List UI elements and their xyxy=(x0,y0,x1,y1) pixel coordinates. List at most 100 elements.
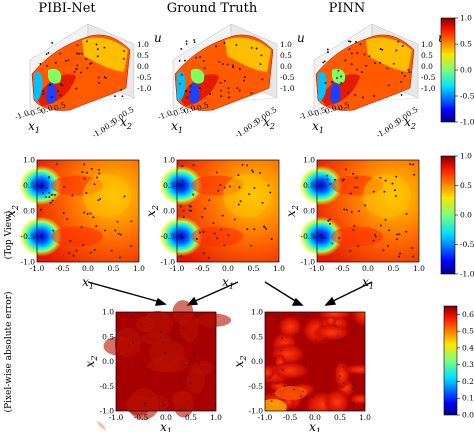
collocation-point xyxy=(97,199,100,202)
collocation-point xyxy=(97,169,100,171)
collocation-point xyxy=(301,322,304,325)
collocation-point xyxy=(180,205,182,208)
collocation-point xyxy=(295,333,297,336)
surface-green xyxy=(191,68,205,84)
y-tick-label: 1.0 xyxy=(23,156,35,165)
collocation-point xyxy=(220,89,222,92)
error-blob xyxy=(270,361,311,380)
collocation-point xyxy=(51,199,54,202)
collocation-point xyxy=(400,80,403,83)
collocation-point xyxy=(343,208,346,211)
cb3-tick-label: 0.2 xyxy=(462,377,474,386)
collocation-point xyxy=(178,59,181,62)
collocation-point xyxy=(291,383,293,386)
collocation-point xyxy=(69,239,72,242)
collocation-point xyxy=(81,171,84,174)
collocation-point xyxy=(235,44,238,46)
collocation-point xyxy=(209,93,211,95)
collocation-point xyxy=(282,369,284,372)
collocation-point xyxy=(336,335,339,337)
collocation-point xyxy=(193,39,196,41)
collocation-point xyxy=(337,378,340,381)
cb1-tick-label: 0.0 xyxy=(460,66,472,75)
collocation-point xyxy=(274,357,276,360)
collocation-point xyxy=(199,231,201,234)
collocation-point xyxy=(55,163,58,166)
collocation-point xyxy=(188,209,191,212)
z-tick-label: -0.5 xyxy=(280,73,295,82)
surface-panel-1: 1.00.50.0-0.5-1.0u-1.0-0.50.00.5-1.0-0.5… xyxy=(157,23,305,140)
surface-cold-dip xyxy=(330,82,341,104)
collocation-point xyxy=(384,219,387,221)
collocation-point xyxy=(119,233,122,236)
x1-axis-label: x1 xyxy=(82,275,94,291)
z-tick-label: 0.5 xyxy=(137,51,149,60)
collocation-point xyxy=(362,96,364,99)
collocation-point xyxy=(119,256,122,259)
collocation-point xyxy=(278,321,280,323)
collocation-point xyxy=(71,194,74,197)
yellow-region xyxy=(223,173,271,218)
collocation-point xyxy=(388,84,390,87)
collocation-point xyxy=(47,176,50,179)
collocation-point xyxy=(202,59,205,62)
collocation-point xyxy=(315,339,317,341)
collocation-point xyxy=(352,172,354,175)
z-tick-label: 0.0 xyxy=(137,62,149,71)
z-tick-label: -0.5 xyxy=(421,73,436,82)
x-tick-label: 0.0 xyxy=(160,413,172,422)
cold-region xyxy=(19,216,63,257)
collocation-point xyxy=(352,402,355,404)
x-tick-label: 0.0 xyxy=(324,103,339,116)
yellow-region xyxy=(363,173,411,218)
collocation-point xyxy=(103,76,106,79)
x-tick-label: 0.0 xyxy=(362,264,374,273)
yellow-region xyxy=(83,173,131,218)
y-tick-label: 0.5 xyxy=(163,181,175,190)
collocation-point xyxy=(80,226,83,228)
collocation-point xyxy=(280,350,283,352)
collocation-point xyxy=(322,61,325,64)
collocation-point xyxy=(221,214,224,217)
collocation-point xyxy=(397,40,400,43)
collocation-point xyxy=(208,199,211,202)
x-tick-label: 1.0 xyxy=(210,413,222,422)
collocation-point xyxy=(80,71,83,74)
arrow-gt-to-error-right xyxy=(264,281,298,303)
collocation-point xyxy=(48,196,51,199)
collocation-point xyxy=(61,84,64,87)
collocation-point xyxy=(276,382,279,385)
z-tick-label: 0.0 xyxy=(280,62,292,71)
red-band xyxy=(191,226,243,247)
collocation-point xyxy=(141,364,143,367)
collocation-point xyxy=(167,335,169,338)
collocation-point xyxy=(233,218,236,221)
z-tick-label: 0.5 xyxy=(421,51,433,60)
collocation-point xyxy=(62,212,65,214)
collocation-point xyxy=(171,331,173,334)
collocation-point xyxy=(342,178,345,181)
collocation-point xyxy=(281,368,284,370)
y-tick-label: -1.0 xyxy=(21,258,36,267)
collocation-point xyxy=(334,178,336,181)
collocation-point xyxy=(213,232,216,235)
collocation-point xyxy=(340,82,343,84)
collocation-point xyxy=(251,169,254,172)
collocation-point xyxy=(196,237,198,240)
collocation-point xyxy=(181,165,184,168)
collocation-point xyxy=(405,230,408,233)
error-blob xyxy=(323,388,351,411)
collocation-point xyxy=(189,360,192,362)
collocation-point xyxy=(228,185,231,188)
heatmap-frame xyxy=(36,159,140,263)
x-tick-label: 1.0 xyxy=(273,264,285,273)
y-tick-label: 0.0 xyxy=(251,357,263,366)
x-tick-label: -1.0 xyxy=(258,413,273,422)
collocation-point xyxy=(341,340,343,342)
cb3-tick-label: 0.1 xyxy=(462,394,474,403)
collocation-point xyxy=(120,89,123,91)
collocation-point xyxy=(85,192,88,194)
collocation-point xyxy=(238,186,241,189)
collocation-point xyxy=(403,75,406,77)
collocation-point xyxy=(359,43,362,46)
